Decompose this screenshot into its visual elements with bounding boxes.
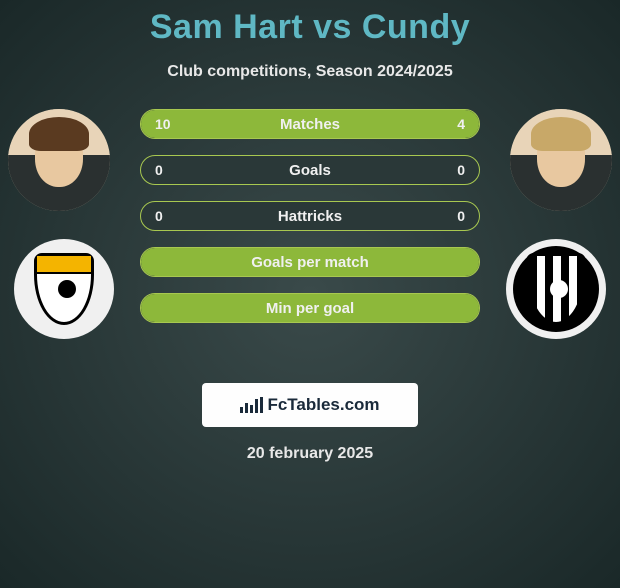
- chart-icon: [240, 397, 263, 413]
- stat-right-value: 4: [457, 116, 465, 132]
- subtitle: Club competitions, Season 2024/2025: [0, 63, 620, 81]
- brand-badge: FcTables.com: [202, 383, 418, 427]
- stat-label: Goals per match: [251, 254, 369, 271]
- player-right-avatar: [510, 109, 612, 211]
- stat-row: Min per goal: [140, 293, 480, 323]
- stat-label: Matches: [280, 116, 340, 133]
- face-icon: [8, 109, 110, 211]
- shield-icon: [34, 253, 94, 325]
- face-icon: [510, 109, 612, 211]
- stat-left-value: 0: [155, 162, 163, 178]
- club-right-crest: [506, 239, 606, 339]
- comparison-panel: 10 Matches 4 0 Goals 0 0 Hattricks 0 Goa…: [0, 109, 620, 369]
- stat-row: 0 Hattricks 0: [140, 201, 480, 231]
- date-text: 20 february 2025: [0, 445, 620, 463]
- club-left-crest: [14, 239, 114, 339]
- stat-row: 10 Matches 4: [140, 109, 480, 139]
- stat-bars: 10 Matches 4 0 Goals 0 0 Hattricks 0 Goa…: [140, 109, 480, 339]
- bar-fill-left: [141, 110, 381, 138]
- stat-left-value: 10: [155, 116, 171, 132]
- player-left-avatar: [8, 109, 110, 211]
- shield-icon: [526, 253, 586, 325]
- stat-row: Goals per match: [140, 247, 480, 277]
- stat-label: Goals: [289, 162, 331, 179]
- stat-label: Hattricks: [278, 208, 342, 225]
- stat-right-value: 0: [457, 162, 465, 178]
- brand-text: FcTables.com: [267, 395, 379, 415]
- stat-row: 0 Goals 0: [140, 155, 480, 185]
- stat-left-value: 0: [155, 208, 163, 224]
- stat-label: Min per goal: [266, 300, 354, 317]
- stat-right-value: 0: [457, 208, 465, 224]
- page-title: Sam Hart vs Cundy: [0, 8, 620, 47]
